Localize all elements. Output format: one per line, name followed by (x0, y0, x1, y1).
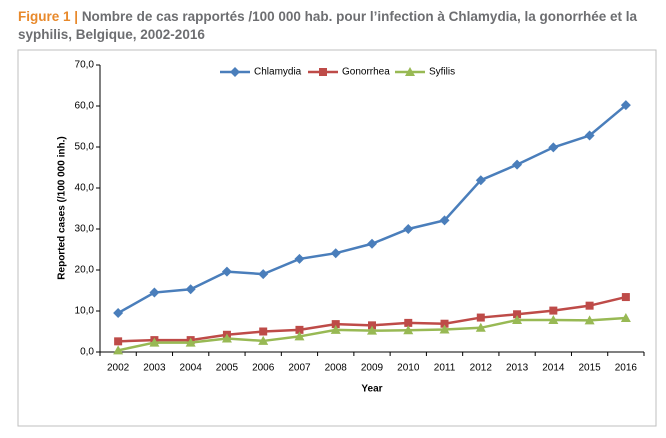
x-tick-label: 2007 (288, 363, 311, 374)
marker (319, 68, 327, 76)
marker (584, 130, 595, 141)
marker (114, 337, 123, 346)
marker (221, 333, 232, 343)
x-tick-label: 2011 (434, 363, 456, 374)
marker (405, 67, 415, 76)
legend-label: Chlamydia (254, 67, 302, 78)
marker (185, 337, 196, 347)
marker (439, 215, 450, 226)
marker (368, 321, 376, 330)
x-tick-label: 2002 (107, 363, 130, 374)
y-tick-label: 30,0 (75, 224, 95, 235)
marker (113, 345, 124, 355)
x-tick-label: 2015 (578, 363, 601, 374)
marker (113, 308, 124, 319)
marker (403, 224, 414, 234)
chart-border (17, 49, 657, 427)
marker (403, 325, 414, 335)
marker (440, 319, 449, 328)
marker (294, 331, 305, 341)
marker (584, 315, 595, 325)
marker (512, 159, 523, 170)
marker (620, 100, 631, 111)
x-tick-label: 2010 (397, 363, 420, 374)
marker (549, 306, 558, 315)
marker (295, 325, 304, 334)
marker (404, 318, 413, 327)
marker (475, 322, 486, 332)
marker (620, 312, 631, 322)
x-tick-label: 2012 (470, 363, 493, 374)
series-line (117, 104, 627, 315)
marker (259, 327, 268, 336)
marker (294, 253, 305, 264)
y-axis-label: Reported cases (/100 000 inh.) (57, 136, 68, 279)
marker (149, 337, 160, 347)
x-tick-label: 2014 (542, 363, 565, 374)
legend-label: Syfilis (429, 67, 455, 78)
marker (331, 320, 340, 329)
y-tick-label: 40,0 (75, 183, 95, 194)
y-tick-label: 70,0 (75, 60, 95, 71)
marker (621, 293, 630, 302)
marker (548, 315, 559, 325)
marker (258, 335, 269, 345)
marker (513, 310, 522, 319)
marker (149, 287, 160, 298)
marker (330, 248, 341, 259)
y-tick-label: 60,0 (75, 101, 95, 112)
x-tick-label: 2003 (143, 363, 166, 374)
marker (185, 284, 196, 295)
y-tick-label: 0,0 (80, 347, 94, 358)
marker (476, 313, 485, 322)
y-tick-label: 20,0 (75, 265, 95, 276)
x-tick-label: 2013 (506, 363, 529, 374)
marker (258, 269, 269, 280)
x-tick-label: 2008 (325, 363, 348, 374)
chart-title: Nombre de cas rapportés /100 000 hab. po… (18, 9, 637, 42)
marker (230, 67, 240, 77)
x-tick-label: 2016 (615, 363, 638, 374)
marker (221, 266, 232, 277)
marker (330, 324, 341, 334)
figure-label: Figure 1 | (18, 9, 79, 24)
x-tick-label: 2004 (180, 363, 203, 374)
marker (367, 238, 377, 249)
x-tick-label: 2005 (216, 363, 239, 374)
legend-label: Gonorrhea (342, 67, 390, 78)
header: Figure 1 | Nombre de cas rapportés /100 … (18, 8, 658, 44)
x-axis-label: Year (361, 384, 382, 395)
marker (548, 142, 559, 153)
y-tick-label: 10,0 (75, 306, 95, 317)
marker (475, 175, 486, 186)
x-tick-label: 2009 (361, 363, 384, 374)
marker (585, 301, 594, 310)
marker (439, 324, 450, 334)
x-tick-label: 2006 (252, 363, 275, 374)
marker (367, 325, 377, 335)
y-tick-label: 50,0 (75, 142, 95, 153)
marker (512, 315, 523, 325)
